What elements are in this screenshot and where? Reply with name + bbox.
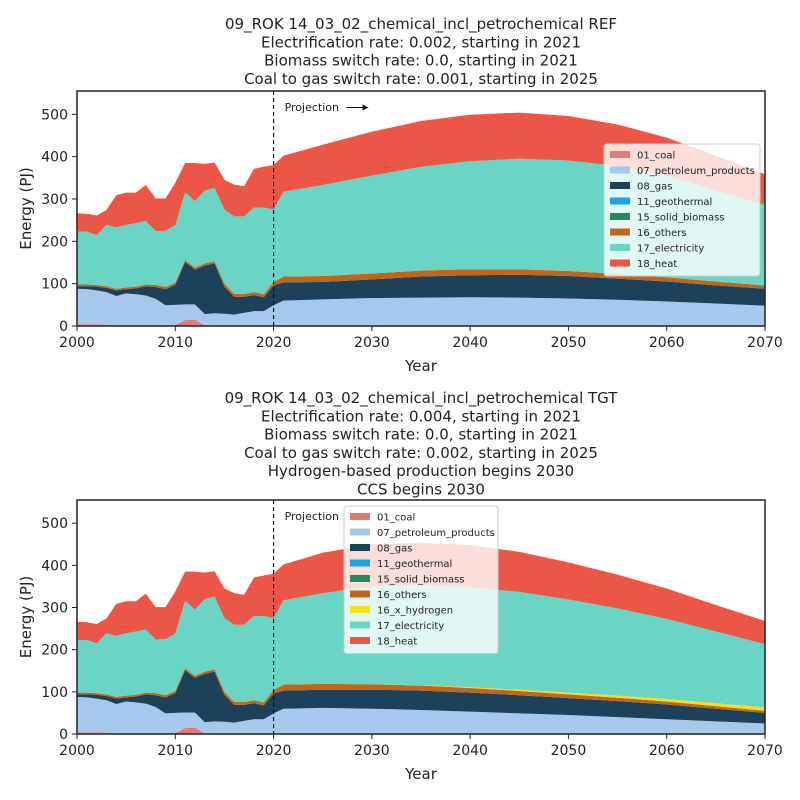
y-tick-label: 500 bbox=[41, 107, 68, 123]
legend-swatch-07_petroleum_products bbox=[610, 166, 630, 174]
area-18_heat bbox=[77, 112, 765, 235]
legend-label-08_gas: 08_gas bbox=[637, 182, 672, 193]
legend-swatch-17_electricity bbox=[610, 244, 630, 251]
chart-title-line: Biomass switch rate: 0.0, starting in 20… bbox=[264, 426, 578, 444]
y-tick-label: 0 bbox=[59, 319, 68, 335]
y-tick-label: 100 bbox=[41, 277, 68, 293]
x-tick-label: 2000 bbox=[59, 335, 95, 351]
y-tick-label: 300 bbox=[41, 601, 68, 617]
x-tick-label: 2060 bbox=[649, 335, 685, 351]
chart-title-line: Electrification rate: 0.004, starting in… bbox=[261, 407, 581, 425]
x-tick-label: 2050 bbox=[551, 743, 587, 759]
legend-swatch-11_geothermal bbox=[610, 197, 630, 205]
legend-swatch-15_solid_biomass bbox=[350, 575, 370, 582]
area-08_gas bbox=[77, 670, 765, 724]
legend-swatch-18_heat bbox=[350, 637, 370, 644]
projection-label: Projection bbox=[285, 101, 339, 114]
legend-label-07_petroleum_products: 07_petroleum_products bbox=[637, 166, 755, 177]
x-tick-label: 2020 bbox=[256, 743, 292, 759]
legend-label-01_coal: 01_coal bbox=[637, 151, 675, 162]
y-tick-label: 0 bbox=[59, 727, 68, 743]
x-tick-label: 2030 bbox=[354, 335, 390, 351]
x-tick-label: 2060 bbox=[649, 743, 685, 759]
legend-swatch-16_x_hydrogen bbox=[350, 606, 370, 613]
legend-label-15_solid_biomass: 15_solid_biomass bbox=[637, 213, 725, 224]
projection-label: Projection bbox=[285, 510, 339, 523]
y-tick-label: 400 bbox=[41, 558, 68, 574]
x-tick-label: 2020 bbox=[256, 335, 292, 351]
legend-swatch-01_coal bbox=[610, 151, 630, 158]
y-tick-label: 100 bbox=[41, 685, 68, 701]
chart-title-line: CCS begins 2030 bbox=[357, 481, 485, 499]
legend-swatch-11_geothermal bbox=[350, 559, 370, 567]
legend-label-18_heat: 18_heat bbox=[377, 637, 417, 648]
y-tick-label: 400 bbox=[41, 150, 68, 166]
x-tick-label: 2040 bbox=[452, 335, 488, 351]
legend-label-15_solid_biomass: 15_solid_biomass bbox=[377, 575, 465, 586]
area-07_petroleum_products bbox=[77, 288, 765, 326]
area-17_electricity bbox=[77, 158, 765, 295]
x-tick-label: 2000 bbox=[59, 743, 95, 759]
legend-label-16_others: 16_others bbox=[637, 228, 687, 239]
x-tick-label: 2070 bbox=[747, 335, 783, 351]
chart-title-line: 09_ROK 14_03_02_chemical_incl_petrochemi… bbox=[225, 15, 617, 34]
y-tick-label: 200 bbox=[41, 234, 68, 250]
area-16_others bbox=[77, 259, 765, 298]
legend-swatch-16_others bbox=[350, 590, 370, 598]
chart-panel-1: 09_ROK 14_03_02_chemical_incl_petrochemi… bbox=[17, 15, 783, 375]
area-18_heat bbox=[77, 542, 765, 645]
legend-swatch-18_heat bbox=[610, 259, 630, 267]
x-tick-label: 2050 bbox=[551, 335, 587, 351]
x-tick-label: 2070 bbox=[747, 743, 783, 759]
y-tick-label: 500 bbox=[41, 516, 68, 532]
chart-title-line: Coal to gas switch rate: 0.001, starting… bbox=[244, 70, 598, 88]
x-tick-label: 2010 bbox=[157, 335, 193, 351]
legend-label-17_electricity: 17_electricity bbox=[637, 244, 704, 255]
legend-swatch-01_coal bbox=[350, 513, 370, 520]
legend-label-11_geothermal: 11_geothermal bbox=[377, 559, 452, 570]
area-08_gas bbox=[77, 262, 765, 315]
axes-frame bbox=[76, 499, 766, 735]
chart-title-line: Biomass switch rate: 0.0, starting in 20… bbox=[264, 52, 578, 70]
y-axis-label: Energy (PJ) bbox=[17, 576, 35, 658]
legend-box bbox=[603, 143, 761, 277]
chart-title-line: 09_ROK 14_03_02_chemical_incl_petrochemi… bbox=[225, 389, 619, 408]
legend-label-01_coal: 01_coal bbox=[377, 513, 415, 524]
legend-label-11_geothermal: 11_geothermal bbox=[637, 197, 712, 208]
legend-label-18_heat: 18_heat bbox=[637, 259, 677, 270]
x-tick-label: 2040 bbox=[452, 743, 488, 759]
x-axis-label: Year bbox=[404, 357, 438, 375]
x-tick-label: 2030 bbox=[354, 743, 390, 759]
axes-frame bbox=[76, 90, 766, 327]
legend-swatch-17_electricity bbox=[350, 621, 370, 629]
legend-swatch-16_others bbox=[610, 228, 630, 236]
x-axis-label: Year bbox=[404, 765, 438, 783]
legend-label-16_x_hydrogen: 16_x_hydrogen bbox=[377, 606, 453, 617]
legend-box bbox=[343, 505, 499, 654]
legend-swatch-07_petroleum_products bbox=[350, 528, 370, 536]
x-tick-label: 2010 bbox=[157, 743, 193, 759]
chart-title-line: Coal to gas switch rate: 0.002, starting… bbox=[244, 444, 598, 462]
legend-swatch-15_solid_biomass bbox=[610, 213, 630, 220]
projection-arrowhead bbox=[362, 104, 369, 111]
chart-title-line: Hydrogen-based production begins 2030 bbox=[268, 462, 574, 480]
legend-label-07_petroleum_products: 07_petroleum_products bbox=[377, 528, 495, 539]
legend-swatch-08_gas bbox=[350, 544, 370, 551]
chart-panel-2: 09_ROK 14_03_02_chemical_incl_petrochemi… bbox=[17, 389, 783, 783]
legend-label-17_electricity: 17_electricity bbox=[377, 621, 444, 632]
legend-swatch-08_gas bbox=[610, 182, 630, 189]
area-07_petroleum_products bbox=[77, 696, 765, 734]
y-tick-label: 300 bbox=[41, 192, 68, 208]
stacked-areas bbox=[77, 112, 765, 326]
y-axis-label: Energy (PJ) bbox=[17, 167, 35, 249]
legend-label-16_others: 16_others bbox=[377, 590, 427, 601]
legend: 01_coal 07_petroleum_products 08_gas 11_geo… bbox=[603, 143, 761, 277]
legend: 01_coal 07_petroleum_products 08_gas 11_geo… bbox=[343, 505, 499, 654]
y-tick-label: 200 bbox=[41, 643, 68, 659]
area-16_others bbox=[77, 668, 765, 713]
legend-label-08_gas: 08_gas bbox=[377, 544, 412, 555]
chart-title-line: Electrification rate: 0.002, starting in… bbox=[261, 33, 581, 51]
